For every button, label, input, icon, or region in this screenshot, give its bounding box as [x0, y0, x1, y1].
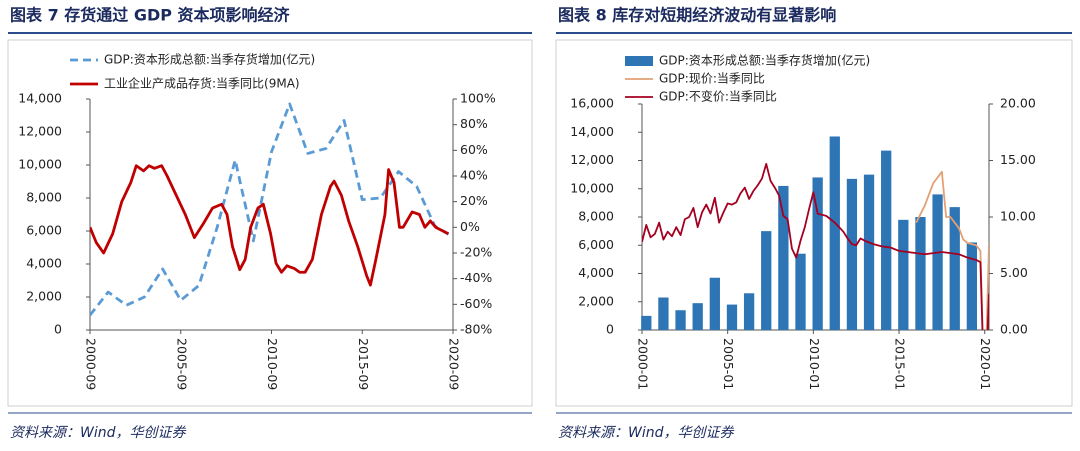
y2-tick-label: 20%: [460, 193, 488, 208]
bar: [641, 315, 652, 330]
x-tick-label: 2020-09: [447, 338, 462, 390]
chart-title: 图表 8 库存对短期经济波动有显著影响: [558, 6, 836, 25]
bar: [881, 150, 892, 330]
y-tick-label: 12,000: [570, 152, 614, 167]
y-tick-label: 10,000: [570, 180, 614, 195]
source: 资料来源：Wind，华创证券: [10, 425, 186, 441]
legend-label: GDP:资本形成总额:当季存货增加(亿元): [659, 53, 870, 68]
x-tick-label: 2010-09: [265, 338, 280, 390]
bar: [812, 177, 823, 330]
chart-frame: [555, 39, 1073, 407]
line-series: [90, 102, 450, 317]
y2-tick-label: 20.00: [1000, 96, 1036, 111]
line-series: [90, 164, 450, 287]
bar: [932, 194, 943, 330]
bar: [658, 297, 669, 330]
bar: [709, 277, 720, 330]
y-tick-label: 8,000: [26, 190, 62, 205]
x-tick-label: 2005-09: [174, 338, 189, 390]
bar: [675, 310, 686, 330]
y-tick-label: 6,000: [26, 223, 62, 238]
bar: [743, 293, 755, 330]
y2-tick-label: 60%: [460, 142, 488, 157]
y2-tick-label: -60%: [460, 296, 492, 311]
y2-tick-label: 5.00: [1000, 265, 1028, 280]
y2-tick-label: 15.00: [1000, 152, 1036, 167]
y-tick-label: 14,000: [18, 91, 62, 106]
bar: [863, 174, 875, 330]
y2-tick-label: -80%: [460, 322, 492, 337]
y2-tick-label: 40%: [460, 168, 488, 183]
y2-tick-label: 10.00: [1000, 209, 1036, 224]
y-tick-label: 8,000: [578, 209, 614, 224]
bar: [966, 242, 978, 330]
y-tick-label: 16,000: [570, 96, 614, 111]
chart-frame: [7, 39, 533, 407]
bar: [915, 217, 926, 330]
y2-tick-label: 0.00: [1000, 322, 1028, 337]
y2-tick-label: 100%: [460, 91, 496, 106]
y-tick-label: 6,000: [578, 237, 614, 252]
y-tick-label: 4,000: [26, 256, 62, 271]
y2-tick-label: -40%: [460, 270, 492, 285]
x-tick-label: 2020-01: [978, 338, 993, 390]
legend-swatch: [625, 56, 653, 66]
x-tick-label: 2000-09: [84, 338, 99, 390]
source: 资料来源：Wind，华创证券: [558, 425, 734, 441]
legend-label: GDP:现价:当季同比: [659, 72, 765, 86]
bar: [726, 304, 738, 330]
bar: [846, 178, 858, 330]
y-tick-label: 0: [54, 322, 62, 337]
y-tick-label: 12,000: [18, 124, 62, 139]
legend-label: 工业企业产成品存货:当季同比(9MA): [104, 76, 300, 91]
chart-title: 图表 7 存货通过 GDP 资本项影响经济: [10, 6, 291, 25]
legend-label: GDP:不变价:当季同比: [659, 89, 777, 104]
y2-tick-label: 0%: [460, 219, 480, 234]
bar: [949, 207, 960, 330]
line-series: [915, 170, 989, 330]
y2-tick-label: 80%: [460, 116, 488, 131]
bar: [761, 231, 772, 330]
y2-tick-label: -20%: [460, 245, 492, 260]
bar: [692, 303, 703, 330]
y-tick-label: 2,000: [26, 289, 62, 304]
y-tick-label: 10,000: [18, 157, 62, 172]
bar: [778, 185, 789, 330]
legend-label: GDP:资本形成总额:当季存货增加(亿元): [104, 52, 315, 67]
x-tick-label: 2015-09: [356, 338, 371, 390]
bar: [795, 253, 806, 330]
bar: [829, 136, 840, 330]
bar: [898, 219, 909, 330]
x-tick-label: 2000-01: [636, 338, 651, 390]
line-series: [642, 162, 989, 330]
y-tick-label: 0: [606, 322, 614, 337]
x-tick-label: 2005-01: [721, 338, 736, 390]
y-tick-label: 14,000: [570, 124, 614, 139]
x-tick-label: 2010-01: [807, 338, 822, 390]
x-tick-label: 2015-01: [893, 338, 908, 390]
y-tick-label: 4,000: [578, 265, 614, 280]
y-tick-label: 2,000: [578, 293, 614, 308]
